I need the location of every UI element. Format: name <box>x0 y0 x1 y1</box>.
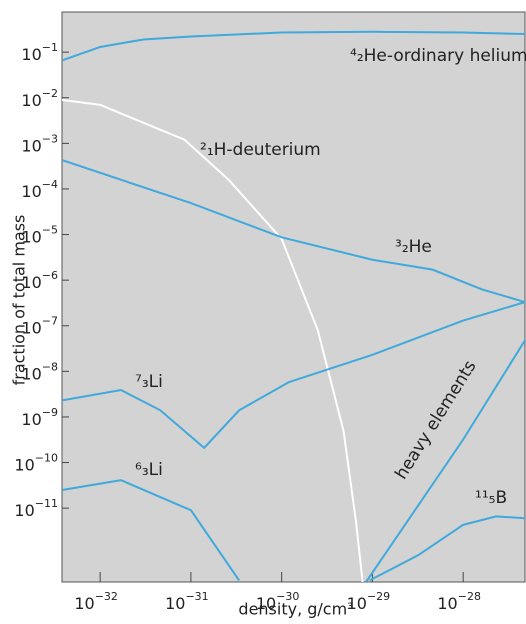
y-tick-label: 10−5 <box>21 224 58 247</box>
series-line <box>62 301 525 450</box>
series-line <box>62 98 364 582</box>
y-tick-label: 10−3 <box>21 132 58 155</box>
series-label: ²₁H-deuterium <box>200 140 321 160</box>
series-label: ¹¹₅B <box>475 488 507 508</box>
y-tick-label: 10−2 <box>21 87 58 110</box>
series-line <box>365 339 525 582</box>
series-label: ³₂He <box>395 237 432 257</box>
series-label: ⁷₃Li <box>135 372 163 392</box>
y-tick-label: 10−11 <box>14 497 58 520</box>
x-tick-label: 10−29 <box>347 590 391 613</box>
series-line <box>62 479 240 581</box>
series-label: ⁶₃Li <box>135 460 163 480</box>
plot-area <box>61 11 526 583</box>
y-tick-label: 10−10 <box>14 452 58 475</box>
y-tick-label: 10−9 <box>21 406 58 429</box>
series-line <box>369 515 525 582</box>
y-tick-label: 10−7 <box>21 315 58 338</box>
y-axis-label: fraction of total mass <box>10 215 29 386</box>
x-tick-label: 10−32 <box>74 590 118 613</box>
series-label: ⁴₂He-ordinary helium <box>350 46 526 66</box>
series-line <box>62 159 525 304</box>
y-tick-label: 10−1 <box>21 41 58 64</box>
y-tick-label: 10−4 <box>21 178 58 201</box>
x-axis-label: density, g/cm³ <box>238 600 353 619</box>
y-tick-label: 10−8 <box>21 360 58 383</box>
y-tick-label: 10−6 <box>21 269 58 292</box>
x-tick-label: 10−30 <box>256 590 300 613</box>
x-tick-label: 10−31 <box>165 590 209 613</box>
series-line <box>62 30 525 62</box>
x-tick-label: 10−28 <box>437 590 481 613</box>
